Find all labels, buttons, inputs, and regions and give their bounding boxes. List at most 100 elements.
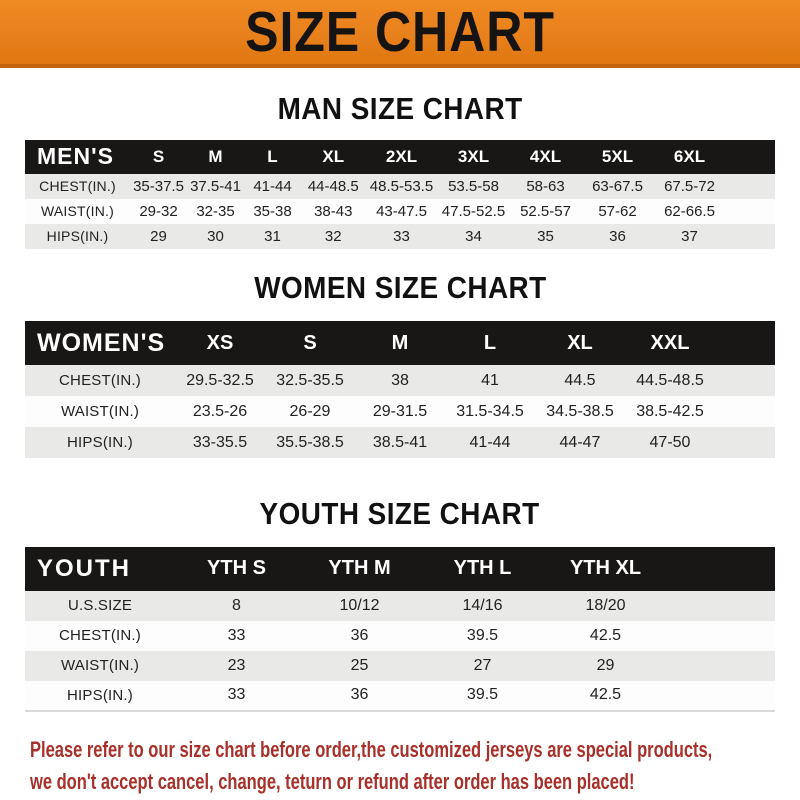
size-cell: 31.5-34.5 — [456, 402, 524, 420]
men-col-header: 4XL — [529, 146, 562, 166]
youth-col-header: YTH L — [453, 557, 512, 580]
size-cell: 36 — [350, 686, 369, 704]
size-cell: 52.5-57 — [520, 202, 571, 220]
size-cell: 48.5-53.5 — [369, 177, 434, 195]
size-cell: 34.5-38.5 — [546, 402, 614, 420]
size-cell: 57-62 — [598, 202, 637, 220]
size-chart-banner: SIZE CHART — [0, 0, 800, 68]
spacer-cell — [715, 365, 775, 396]
size-cell: 33 — [393, 227, 410, 245]
women-col-header: L — [483, 331, 497, 354]
size-cell: 38-43 — [314, 202, 353, 220]
spacer-cell — [715, 321, 775, 365]
notice-line-1: Please refer to our size chart before or… — [30, 736, 713, 762]
women-table-label: WOMEN'S — [37, 328, 166, 357]
table-row: HIPS(IN.) 29 30 31 32 33 34 35 36 37 — [25, 223, 776, 249]
size-cell: 35-37.5 — [133, 177, 184, 195]
size-cell: 36 — [609, 227, 626, 245]
youth-section-heading-text: YOUTH SIZE CHART — [259, 496, 541, 532]
spacer-cell — [667, 621, 775, 651]
row-label: HIPS(IN.) — [67, 434, 133, 452]
size-cell: 32-35 — [196, 202, 235, 220]
table-row: HIPS(IN.) 33-35.5 35.5-38.5 38.5-41 41-4… — [25, 427, 775, 459]
table-row: U.S.SIZE 8 10/12 14/16 18/20 — [25, 590, 775, 621]
women-size-table: WOMEN'S XS S M L XL XXL CHEST(IN.) 29.5-… — [25, 321, 775, 459]
size-cell: 42.5 — [589, 686, 622, 704]
size-cell: 38 — [391, 371, 409, 389]
row-label: HIPS(IN.) — [46, 228, 109, 245]
size-cell: 41-44 — [253, 177, 292, 195]
size-cell: 43-47.5 — [376, 202, 427, 220]
men-col-header: S — [152, 146, 165, 166]
women-section-heading-text: WOMEN SIZE CHART — [253, 269, 547, 305]
size-cell: 41 — [481, 371, 499, 389]
size-cell: 27 — [473, 656, 492, 674]
men-header-bar: MEN'S S M L XL 2XL 3XL 4XL 5XL 6XL — [25, 139, 776, 174]
size-cell: 30 — [207, 227, 224, 245]
size-cell: 63-67.5 — [592, 177, 643, 195]
spacer-cell — [726, 140, 776, 174]
spacer-cell — [667, 651, 775, 681]
women-size-section: WOMEN SIZE CHART WOMEN'S XS S M L XL XXL — [0, 269, 800, 459]
women-col-header: XS — [206, 331, 234, 354]
table-row: WAIST(IN.) 29-32 32-35 35-38 38-43 43-47… — [25, 198, 776, 224]
size-cell: 44.5-48.5 — [636, 371, 704, 389]
spacer-cell — [667, 547, 775, 591]
size-cell: 23.5-26 — [192, 402, 248, 420]
size-cell: 47-50 — [649, 433, 691, 451]
row-label: U.S.SIZE — [67, 597, 133, 615]
spacer-cell — [667, 591, 775, 621]
size-cell: 35.5-38.5 — [276, 433, 344, 451]
size-cell: 10/12 — [339, 596, 380, 614]
size-cell: 29 — [150, 227, 167, 245]
size-cell: 14/16 — [462, 596, 503, 614]
size-cell: 36 — [350, 626, 369, 644]
men-section-heading-text: MAN SIZE CHART — [277, 91, 523, 126]
row-label: HIPS(IN.) — [67, 686, 133, 704]
row-label: CHEST(IN.) — [59, 372, 141, 390]
spacer-cell — [726, 224, 776, 249]
size-cell: 44-48.5 — [307, 177, 359, 195]
table-row: WAIST(IN.) 23 25 27 29 — [25, 650, 775, 681]
size-cell: 33 — [227, 626, 246, 644]
spacer-cell — [726, 199, 776, 224]
men-section-heading: MAN SIZE CHART — [0, 91, 800, 126]
size-cell: 37 — [681, 227, 698, 245]
row-label: CHEST(IN.) — [39, 178, 116, 195]
row-label: WAIST(IN.) — [60, 403, 140, 421]
men-col-header: 2XL — [385, 146, 418, 166]
spacer-cell — [715, 396, 775, 427]
men-col-header: 3XL — [457, 146, 490, 166]
size-cell: 41-44 — [469, 433, 511, 451]
size-cell: 25 — [350, 656, 369, 674]
women-section-heading: WOMEN SIZE CHART — [0, 269, 800, 305]
table-row: HIPS(IN.) 33 36 39.5 42.5 — [25, 680, 775, 711]
men-size-section: MAN SIZE CHART MEN'S S M L XL 2XL 3XL 4X… — [0, 91, 800, 249]
men-col-header: 5XL — [601, 146, 634, 166]
size-cell: 39.5 — [466, 626, 499, 644]
table-row: WAIST(IN.) 23.5-26 26-29 29-31.5 31.5-34… — [25, 396, 775, 428]
size-cell: 53.5-58 — [448, 177, 499, 195]
size-cell: 29.5-32.5 — [186, 371, 254, 389]
size-cell: 39.5 — [466, 686, 499, 704]
women-header-bar: WOMEN'S XS S M L XL XXL — [25, 321, 775, 366]
row-label: WAIST(IN.) — [60, 657, 140, 675]
youth-col-header: YTH S — [207, 557, 266, 580]
youth-size-section: YOUTH SIZE CHART YOUTH YTH S YTH M YTH L… — [0, 498, 800, 712]
order-notice: Please refer to our size chart before or… — [0, 734, 800, 798]
size-cell: 33 — [227, 686, 246, 704]
men-col-header: 6XL — [673, 146, 706, 166]
men-col-header: XL — [322, 146, 345, 166]
size-cell: 8 — [232, 596, 241, 614]
women-col-header: M — [391, 331, 409, 354]
women-col-header: S — [303, 331, 317, 354]
notice-line-2: we don't accept cancel, change, teturn o… — [30, 768, 635, 794]
men-col-header: M — [208, 146, 223, 166]
size-cell: 23 — [227, 656, 246, 674]
women-col-header: XL — [567, 331, 593, 354]
size-cell: 67.5-72 — [664, 177, 715, 195]
table-row: CHEST(IN.) 29.5-32.5 32.5-35.5 38 41 44.… — [25, 365, 775, 397]
table-row: CHEST(IN.) 35-37.5 37.5-41 41-44 44-48.5… — [25, 173, 775, 199]
size-cell: 38.5-41 — [372, 433, 428, 451]
